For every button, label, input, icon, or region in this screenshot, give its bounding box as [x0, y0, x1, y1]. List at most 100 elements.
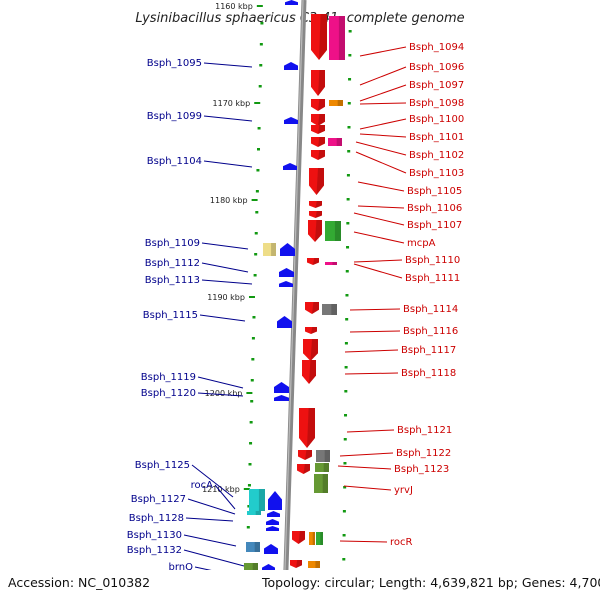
gene-label: Bsph_1122 [396, 448, 451, 459]
right-gene-annotation[interactable]: Bsph_1101 [359, 132, 464, 143]
right-gene-annotation[interactable]: Bsph_1107 [353, 212, 462, 231]
footer-band [0, 570, 600, 600]
gene-box-pink [328, 138, 342, 146]
gene-label: Bsph_1098 [409, 98, 464, 109]
right-gene-annotation[interactable]: Bsph_1103 [355, 151, 464, 179]
reverse-gene-arrow [307, 258, 319, 265]
gene-box-orange [308, 561, 320, 568]
annotation-leader-line [183, 534, 237, 547]
minor-marker [247, 505, 251, 508]
left-gene-annotation[interactable]: rocA [191, 480, 236, 510]
right-gene-annotation[interactable]: Bsph_1114 [349, 304, 458, 315]
tick-label: 1210 kbp [202, 485, 240, 494]
annotation-leader-line [355, 151, 407, 174]
left-gene-annotation[interactable]: Bsph_1095 [147, 58, 253, 69]
annotation-leader-line [359, 66, 407, 86]
reverse-gene-arrow [311, 137, 325, 147]
left-gene-annotation[interactable]: Bsph_1099 [147, 111, 253, 122]
annotation-leader-line [355, 141, 407, 156]
gene-label: Bsph_1115 [143, 310, 198, 321]
forward-gene-arrow [274, 382, 289, 393]
annotation-leader-line [359, 46, 407, 57]
forward-gene-arrow [285, 0, 298, 5]
left-gene-annotation[interactable]: Bsph_1130 [127, 530, 237, 547]
minor-marker [343, 438, 347, 441]
right-gene-annotation[interactable]: yrvJ [343, 485, 413, 496]
reverse-gene-arrow [311, 70, 325, 96]
left-gene-annotation[interactable]: Bsph_1104 [147, 156, 253, 168]
reverse-gene-arrow [309, 211, 322, 218]
right-gene-annotation[interactable]: Bsph_1117 [344, 345, 456, 356]
annotation-leader-line [339, 452, 394, 457]
left-gene-annotation[interactable]: Bsph_1132 [127, 545, 245, 567]
gene-label: Bsph_1104 [147, 156, 202, 167]
right-gene-annotation[interactable]: mcpA [353, 231, 436, 249]
minor-marker [345, 318, 349, 321]
right-gene-annotation[interactable]: rocR [339, 537, 413, 548]
minor-marker [249, 421, 253, 424]
gene-box-steel [246, 542, 260, 552]
minor-marker [345, 270, 349, 273]
forward-gene-arrow [277, 316, 292, 328]
tick-label: 1160 kbp [215, 2, 253, 11]
reverse-gene-arrow [290, 560, 302, 568]
tick-label: 1190 kbp [207, 293, 245, 302]
left-gene-annotation[interactable]: Bsph_1119 [141, 372, 244, 389]
gene-label: Bsph_1132 [127, 545, 182, 556]
right-gene-annotation[interactable]: Bsph_1105 [357, 181, 462, 197]
annotation-leader-line [359, 84, 407, 102]
right-gene-annotation[interactable]: Bsph_1094 [359, 42, 464, 57]
minor-marker [253, 274, 257, 277]
gene-box-green [316, 532, 323, 545]
right-gene-annotation[interactable]: Bsph_1096 [359, 62, 464, 86]
annotation-leader-line [337, 465, 392, 470]
forward-gene-arrow [280, 243, 295, 256]
right-gene-annotation[interactable]: Bsph_1100 [359, 114, 464, 130]
gene-label: Bsph_1114 [403, 304, 458, 315]
gene-label: brnQ [169, 562, 194, 573]
left-gene-annotation[interactable]: Bsph_1128 [129, 513, 234, 524]
map-title: Lysinibacillus sphaericus C3-41, complet… [135, 11, 464, 26]
left-gene-annotation[interactable]: Bsph_1125 [135, 460, 234, 498]
left-gene-labels: Bsph_1095 Bsph_1099 Bsph_1104 Bsph_1109 Bsph… [127, 58, 253, 591]
right-gene-annotation[interactable]: Bsph_1118 [344, 368, 456, 379]
left-gene-annotation[interactable]: Bsph_1113 [145, 275, 253, 286]
right-gene-annotation[interactable]: Bsph_1102 [355, 141, 464, 161]
gene-box-olive [314, 474, 328, 493]
minor-marker [251, 358, 255, 361]
right-gene-annotation[interactable]: Bsph_1123 [337, 464, 449, 475]
right-gene-annotation[interactable]: Bsph_1121 [346, 425, 452, 436]
minor-marker [347, 102, 351, 105]
right-gene-annotation[interactable]: Bsph_1097 [359, 80, 464, 102]
forward-gene-arrow [279, 281, 293, 287]
gene-label: Bsph_1096 [409, 62, 464, 73]
right-gene-annotation[interactable]: Bsph_1106 [357, 203, 462, 214]
gene-label: Bsph_1099 [147, 111, 202, 122]
annotation-leader-line [357, 205, 405, 209]
left-gene-annotation[interactable]: Bsph_1115 [143, 310, 246, 322]
gene-label: Bsph_1110 [405, 255, 460, 266]
forward-gene-arrow [267, 511, 280, 517]
annotation-leader-line [201, 242, 249, 250]
gene-label: Bsph_1123 [394, 464, 449, 475]
gene-label: yrvJ [394, 485, 413, 496]
minor-marker [247, 484, 251, 487]
left-gene-annotation[interactable]: Bsph_1127 [131, 494, 236, 515]
left-gene-annotation[interactable]: Bsph_1109 [145, 238, 249, 250]
right-gene-labels: Bsph_1094 Bsph_1096 Bsph_1097 Bsph_1098 Bsph… [337, 42, 464, 548]
right-gene-annotation[interactable]: Bsph_1098 [359, 98, 464, 109]
left-gene-annotation[interactable]: Bsph_1112 [145, 258, 249, 273]
genome-backbone [282, 0, 307, 600]
right-gene-annotation[interactable]: Bsph_1110 [353, 255, 460, 266]
right-gene-annotation[interactable]: Bsph_1116 [349, 326, 458, 337]
right-gene-annotation[interactable]: Bsph_1111 [353, 263, 460, 284]
gene-label: Bsph_1127 [131, 494, 186, 505]
gene-label: Bsph_1102 [409, 150, 464, 161]
minor-marker [344, 390, 348, 393]
minor-marker [347, 126, 351, 129]
annotation-leader-line [359, 118, 407, 130]
gene-label: Bsph_1111 [405, 273, 460, 284]
left-gene-annotation[interactable]: Bsph_1120 [141, 388, 244, 399]
right-gene-annotation[interactable]: Bsph_1122 [339, 448, 451, 459]
minor-marker [345, 294, 349, 297]
